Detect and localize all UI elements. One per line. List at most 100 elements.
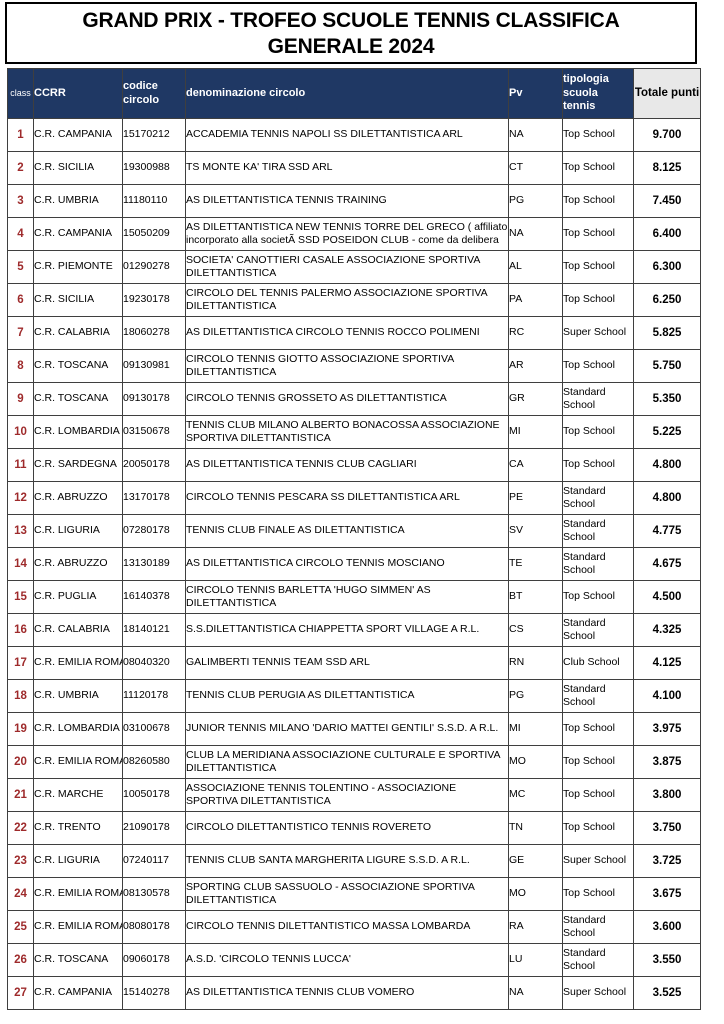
table-row[interactable]: 10 C.R. LOMBARDIA 03150678 TENNIS CLUB MILA… — [7, 415, 701, 449]
table-row[interactable]: 18 C.R. UMBRIA 11120178 TENNIS CLUB PERUGIA… — [7, 679, 701, 713]
table-row[interactable]: 21 C.R. MARCHE 10050178 ASSOCIAZIONE TENNIS… — [7, 778, 701, 812]
cell-codice-circolo: 03100678 — [122, 712, 186, 746]
table-header: class CCRR codice circolo denominazione … — [7, 68, 701, 119]
cell-rank: 8 — [7, 349, 34, 383]
cell-codice-circolo: 13130189 — [122, 547, 186, 581]
cell-pv: PG — [508, 679, 563, 713]
table-row[interactable]: 1 C.R. CAMPANIA 15170212 ACCADEMIA TENNIS N… — [7, 118, 701, 152]
cell-denominazione-circolo: TENNIS CLUB PERUGIA AS DILETTANTISTICA — [185, 679, 509, 713]
cell-pv: TE — [508, 547, 563, 581]
table-row[interactable]: 23 C.R. LIGURIA 07240117 TENNIS CLUB SANTA … — [7, 844, 701, 878]
cell-totale-punti: 8.125 — [633, 151, 701, 185]
cell-denominazione-circolo: TENNIS CLUB SANTA MARGHERITA LIGURE S.S.… — [185, 844, 509, 878]
table-row[interactable]: 20C.R. EMILIA ROMAGNA08260580CLUB LA MER… — [7, 745, 701, 779]
cell-denominazione-circolo: A.S.D. 'CIRCOLO TENNIS LUCCA' — [185, 943, 509, 977]
cell-denominazione-circolo: AS DILETTANTISTICA CIRCOLO TENNIS ROCCO … — [185, 316, 509, 350]
cell-tipologia-scuola: Standard School — [562, 943, 634, 977]
table-row[interactable]: 25C.R. EMILIA ROMAGNA08080178CIRCOLO TEN… — [7, 910, 701, 944]
cell-tipologia-scuola: Top School — [562, 580, 634, 614]
cell-totale-punti: 4.500 — [633, 580, 701, 614]
cell-totale-punti: 4.125 — [633, 646, 701, 680]
table-row[interactable]: 2 C.R. SICILIA 19300988 TS MONTE KA' TIRA S… — [7, 151, 701, 185]
cell-totale-punti: 5.350 — [633, 382, 701, 416]
cell-ccrr: C.R. CALABRIA — [33, 613, 123, 647]
cell-codice-circolo: 15050209 — [122, 217, 186, 251]
cell-totale-punti: 4.325 — [633, 613, 701, 647]
table-row[interactable]: 15 C.R. PUGLIA 16140378 CIRCOLO TENNIS BARL… — [7, 580, 701, 614]
table-row[interactable]: 4 C.R. CAMPANIA 15050209 AS DILETTANTISTICA… — [7, 217, 701, 251]
cell-rank: 24 — [7, 877, 34, 911]
table-row[interactable]: 3 C.R. UMBRIA 11180110 AS DILETTANTISTICA T… — [7, 184, 701, 218]
cell-codice-circolo: 13170178 — [122, 481, 186, 515]
table-row[interactable]: 14 C.R. ABRUZZO 13130189 AS DILETTANTISTICA… — [7, 547, 701, 581]
column-header-class[interactable]: class — [7, 68, 34, 119]
cell-totale-punti: 3.675 — [633, 877, 701, 911]
cell-rank: 3 — [7, 184, 34, 218]
table-row[interactable]: 9 C.R. TOSCANA 09130178 CIRCOLO TENNIS GROS… — [7, 382, 701, 416]
table-row[interactable]: 6 C.R. SICILIA 19230178 CIRCOLO DEL TENNIS … — [7, 283, 701, 317]
column-header-pv[interactable]: Pv — [508, 68, 563, 119]
cell-tipologia-scuola: Club School — [562, 646, 634, 680]
cell-tipologia-scuola: Top School — [562, 811, 634, 845]
cell-tipologia-scuola: Super School — [562, 844, 634, 878]
cell-pv: PA — [508, 283, 563, 317]
cell-ccrr: C.R. MARCHE — [33, 778, 123, 812]
cell-denominazione-circolo: ACCADEMIA TENNIS NAPOLI SS DILETTANTISTI… — [185, 118, 509, 152]
cell-ccrr: C.R. SARDEGNA — [33, 448, 123, 482]
cell-rank: 9 — [7, 382, 34, 416]
cell-ccrr: C.R. TOSCANA — [33, 382, 123, 416]
cell-rank: 5 — [7, 250, 34, 284]
cell-pv: GE — [508, 844, 563, 878]
cell-totale-punti: 3.875 — [633, 745, 701, 779]
table-body: 1 C.R. CAMPANIA 15170212 ACCADEMIA TENNIS N… — [7, 118, 701, 1010]
table-row[interactable]: 19 C.R. LOMBARDIA 03100678 JUNIOR TENNIS MI… — [7, 712, 701, 746]
cell-rank: 17 — [7, 646, 34, 680]
column-header-codice-circolo[interactable]: codice circolo — [122, 68, 186, 119]
cell-totale-punti: 6.300 — [633, 250, 701, 284]
cell-totale-punti: 6.400 — [633, 217, 701, 251]
column-header-ccrr[interactable]: CCRR — [33, 68, 123, 119]
table-row[interactable]: 17C.R. EMILIA ROMAGNA08040320GALIMBERTI … — [7, 646, 701, 680]
table-row[interactable]: 7 C.R. CALABRIA 18060278 AS DILETTANTISTICA… — [7, 316, 701, 350]
cell-tipologia-scuola: Standard School — [562, 547, 634, 581]
cell-pv: RC — [508, 316, 563, 350]
table-row[interactable]: 13 C.R. LIGURIA 07280178 TENNIS CLUB FINALE… — [7, 514, 701, 548]
table-row[interactable]: 5 C.R. PIEMONTE 01290278 SOCIETA' CANOTTIER… — [7, 250, 701, 284]
cell-tipologia-scuola: Top School — [562, 877, 634, 911]
cell-tipologia-scuola: Standard School — [562, 514, 634, 548]
cell-denominazione-circolo: TENNIS CLUB MILANO ALBERTO BONACOSSA ASS… — [185, 415, 509, 449]
table-row[interactable]: 24C.R. EMILIA ROMAGNA08130578SPORTING CL… — [7, 877, 701, 911]
column-header-totale-punti[interactable]: Totale punti — [633, 68, 701, 119]
cell-pv: CT — [508, 151, 563, 185]
cell-denominazione-circolo: CIRCOLO TENNIS BARLETTA 'HUGO SIMMEN' AS… — [185, 580, 509, 614]
table-row[interactable]: 12 C.R. ABRUZZO 13170178 CIRCOLO TENNIS PES… — [7, 481, 701, 515]
cell-ccrr: C.R. CALABRIA — [33, 316, 123, 350]
cell-denominazione-circolo: AS DILETTANTISTICA TENNIS TRAINING — [185, 184, 509, 218]
cell-ccrr: C.R. TOSCANA — [33, 349, 123, 383]
cell-pv: PG — [508, 184, 563, 218]
cell-pv: AR — [508, 349, 563, 383]
cell-tipologia-scuola: Top School — [562, 184, 634, 218]
cell-rank: 13 — [7, 514, 34, 548]
table-row[interactable]: 11 C.R. SARDEGNA 20050178 AS DILETTANTISTIC… — [7, 448, 701, 482]
cell-denominazione-circolo: CLUB LA MERIDIANA ASSOCIAZIONE CULTURALE… — [185, 745, 509, 779]
cell-codice-circolo: 16140378 — [122, 580, 186, 614]
cell-tipologia-scuola: Top School — [562, 283, 634, 317]
table-row[interactable]: 26 C.R. TOSCANA 09060178 A.S.D. 'CIRCOLO TE… — [7, 943, 701, 977]
table-row[interactable]: 27 C.R. CAMPANIA 15140278 AS DILETTANTISTIC… — [7, 976, 701, 1010]
table-row[interactable]: 22 C.R. TRENTO 21090178 CIRCOLO DILETTANTIS… — [7, 811, 701, 845]
table-row[interactable]: 16 C.R. CALABRIA 18140121 S.S.DILETTANTISTI… — [7, 613, 701, 647]
cell-rank: 23 — [7, 844, 34, 878]
cell-denominazione-circolo: GALIMBERTI TENNIS TEAM SSD ARL — [185, 646, 509, 680]
cell-totale-punti: 7.450 — [633, 184, 701, 218]
column-header-tipologia-scuola-tennis[interactable]: tipologia scuola tennis — [562, 68, 634, 119]
cell-codice-circolo: 18140121 — [122, 613, 186, 647]
cell-codice-circolo: 11120178 — [122, 679, 186, 713]
column-header-denominazione-circolo[interactable]: denominazione circolo — [185, 68, 509, 119]
cell-totale-punti: 3.725 — [633, 844, 701, 878]
cell-ccrr: C.R. LIGURIA — [33, 514, 123, 548]
table-row[interactable]: 8 C.R. TOSCANA 09130981 CIRCOLO TENNIS GIOT… — [7, 349, 701, 383]
cell-pv: SV — [508, 514, 563, 548]
cell-pv: AL — [508, 250, 563, 284]
cell-pv: RA — [508, 910, 563, 944]
